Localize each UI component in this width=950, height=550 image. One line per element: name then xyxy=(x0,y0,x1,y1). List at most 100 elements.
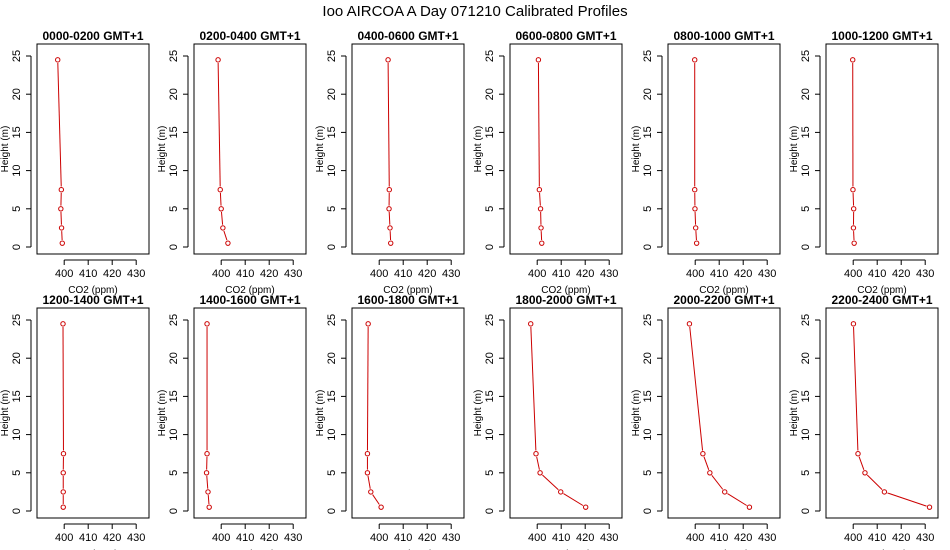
figure-title: Ioo AIRCOA A Day 071210 Calibrated Profi… xyxy=(322,3,627,20)
x-tick-label: 410 xyxy=(394,268,412,280)
x-axis-label: CO2 (ppm) xyxy=(699,285,748,296)
y-tick-label: 25 xyxy=(11,314,23,326)
plot-frame xyxy=(825,307,939,519)
y-tick-label: 15 xyxy=(800,126,812,138)
y-axis-label: Height (m) xyxy=(0,126,11,173)
panel-title: 0600-0800 GMT+1 xyxy=(515,29,616,43)
x-axis-label: CO2 (ppm) xyxy=(857,285,906,296)
panel: 0400-0600 GMT+1 400 410 420 430 CO2 (ppm) 0 5 10… xyxy=(315,29,465,296)
x-tick-label: 420 xyxy=(103,268,121,280)
data-point xyxy=(686,321,693,327)
y-tick-label: 0 xyxy=(484,244,496,250)
x-tick-label: 420 xyxy=(892,532,910,544)
data-point xyxy=(55,57,61,63)
y-axis-label: Height (m) xyxy=(631,126,642,173)
profile-segment xyxy=(372,494,380,505)
panel: 1000-1200 GMT+1 400 410 420 430 CO2 (ppm) 0 5 10… xyxy=(789,29,939,296)
y-tick-label: 20 xyxy=(326,88,338,100)
data-point xyxy=(220,225,226,231)
x-tick-label: 410 xyxy=(236,268,254,280)
data-point xyxy=(850,187,856,193)
profile-segment xyxy=(223,230,228,241)
x-tick-label: 420 xyxy=(260,268,278,280)
y-tick-label: 5 xyxy=(642,470,654,476)
x-tick-label: 420 xyxy=(576,532,594,544)
plot-frame xyxy=(825,43,939,255)
plot-frame xyxy=(667,307,781,519)
x-tick-label: 410 xyxy=(552,268,570,280)
x-tick-label: 400 xyxy=(686,532,704,544)
y-tick-label: 25 xyxy=(326,314,338,326)
x-tick-label: 400 xyxy=(55,268,73,280)
x-tick-label: 410 xyxy=(552,532,570,544)
profile-segment xyxy=(711,475,724,490)
data-point xyxy=(536,187,543,193)
y-tick-label: 25 xyxy=(800,50,812,62)
profile-segment xyxy=(695,231,697,241)
y-tick-label: 15 xyxy=(484,126,496,138)
data-point xyxy=(528,321,534,327)
data-point xyxy=(60,470,66,476)
y-tick-label: 20 xyxy=(800,88,812,100)
panel-title: 2200-2400 GMT+1 xyxy=(831,293,932,307)
y-tick-label: 10 xyxy=(11,164,23,176)
data-point xyxy=(850,57,856,63)
profile-segment xyxy=(727,493,747,506)
y-tick-label: 20 xyxy=(642,352,654,364)
x-tick-label: 420 xyxy=(418,268,436,280)
profile-segment xyxy=(530,326,537,451)
x-tick-label: 400 xyxy=(370,268,388,280)
data-point xyxy=(215,57,221,63)
y-tick-label: 5 xyxy=(168,206,180,212)
profile-segment xyxy=(57,63,62,187)
y-tick-label: 10 xyxy=(484,164,496,176)
x-axis-label: CO2 (ppm) xyxy=(68,285,117,296)
y-tick-label: 20 xyxy=(326,352,338,364)
profile-segment xyxy=(217,63,221,187)
y-tick-label: 15 xyxy=(168,126,180,138)
data-point xyxy=(386,206,392,212)
profile-segment xyxy=(703,456,710,470)
profile-segment xyxy=(858,456,865,470)
profile-segment xyxy=(887,492,927,507)
y-axis-label: Height (m) xyxy=(157,126,168,173)
y-tick-label: 0 xyxy=(642,508,654,514)
x-tick-label: 430 xyxy=(758,532,776,544)
data-point xyxy=(60,321,66,327)
data-point xyxy=(386,187,392,193)
data-point xyxy=(60,451,67,457)
data-point xyxy=(693,240,700,246)
x-tick-label: 400 xyxy=(212,268,230,280)
y-tick-label: 5 xyxy=(326,470,338,476)
y-tick-label: 15 xyxy=(642,390,654,402)
profile-segment xyxy=(866,474,883,491)
profile-segment xyxy=(537,63,540,187)
y-tick-label: 5 xyxy=(11,470,23,476)
y-tick-label: 20 xyxy=(11,88,23,100)
data-point xyxy=(58,225,65,231)
data-point xyxy=(217,187,223,193)
x-tick-label: 430 xyxy=(284,532,302,544)
y-tick-label: 20 xyxy=(800,352,812,364)
y-tick-label: 5 xyxy=(168,470,180,476)
x-tick-label: 430 xyxy=(916,268,934,280)
profile-segment xyxy=(563,493,584,506)
y-tick-label: 0 xyxy=(168,508,180,514)
x-tick-label: 430 xyxy=(442,532,460,544)
profile-segment xyxy=(387,63,390,187)
data-point xyxy=(365,321,371,327)
y-tick-label: 0 xyxy=(168,244,180,250)
data-point xyxy=(368,489,374,495)
panel: 0800-1000 GMT+1 400 410 420 430 CO2 (ppm) 0 5 10… xyxy=(631,29,781,296)
y-tick-label: 20 xyxy=(484,88,496,100)
y-tick-label: 25 xyxy=(168,314,180,326)
x-tick-label: 400 xyxy=(55,532,73,544)
panel-title: 0400-0600 GMT+1 xyxy=(357,29,458,43)
panel-title: 0000-0200 GMT+1 xyxy=(42,29,143,43)
y-tick-label: 5 xyxy=(326,206,338,212)
